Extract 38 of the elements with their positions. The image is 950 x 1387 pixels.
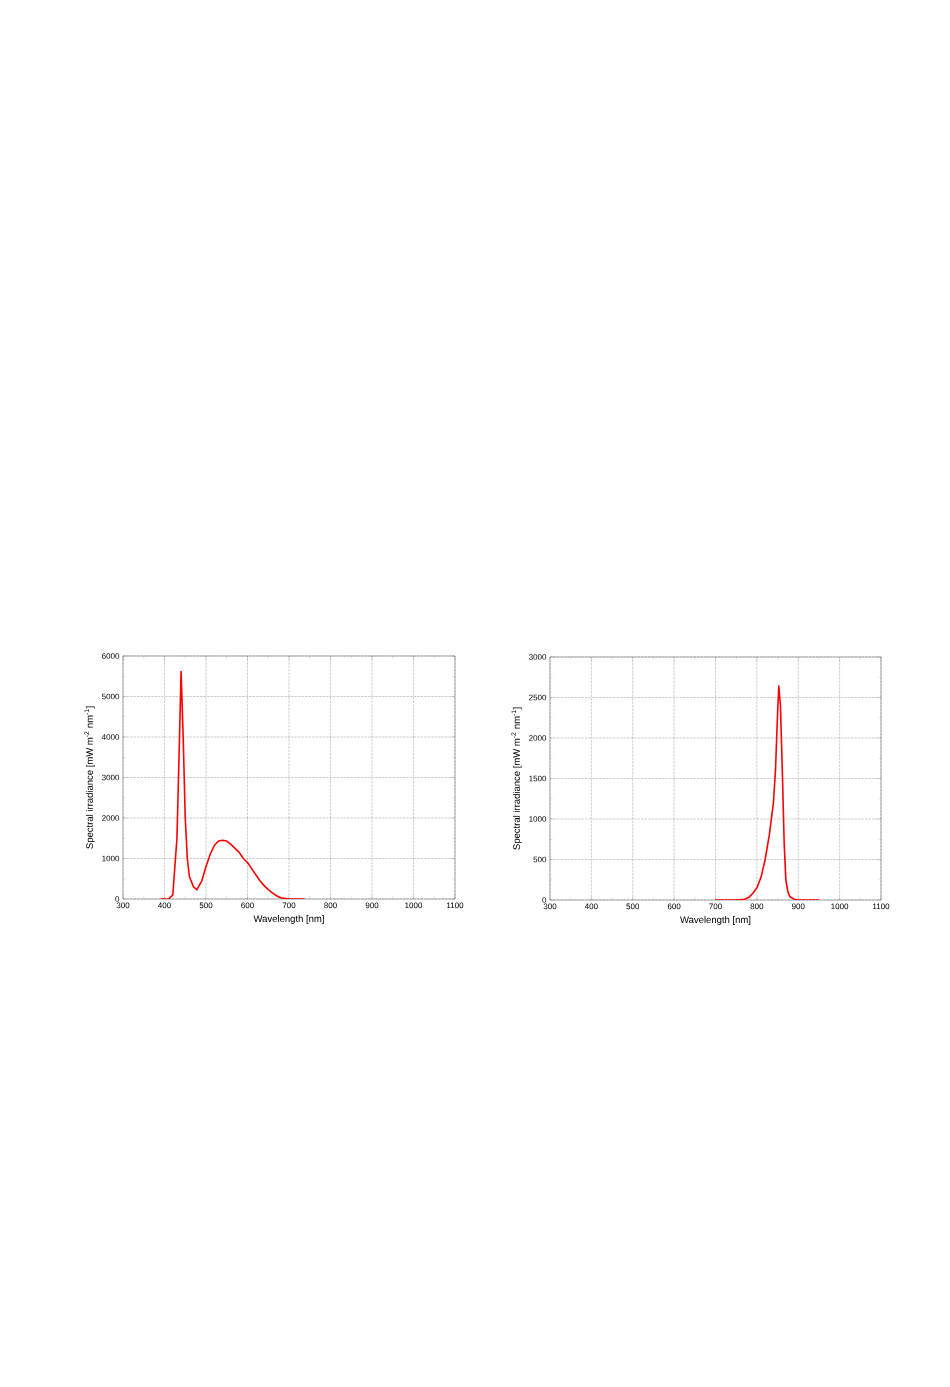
y-tick-label: 0 bbox=[115, 896, 120, 902]
y-tick-label: 4000 bbox=[101, 734, 120, 740]
y-tick-label: 3000 bbox=[528, 654, 547, 660]
x-tick-label: 400 bbox=[158, 902, 171, 909]
x-tick-label: 600 bbox=[241, 902, 254, 909]
x-tick-label: 1000 bbox=[405, 902, 423, 909]
y-tick-label: 5000 bbox=[101, 693, 120, 700]
x-tick-label: 700 bbox=[282, 902, 296, 909]
y-tick-label: 500 bbox=[533, 856, 547, 863]
y-tick-label: 2000 bbox=[529, 735, 547, 741]
y-tick-label: 0 bbox=[542, 897, 547, 903]
y-tick-label: 6000 bbox=[102, 653, 120, 659]
y-tick-label: 2500 bbox=[529, 694, 547, 701]
x-tick-label: 800 bbox=[324, 902, 337, 909]
x-tick-label: 1100 bbox=[873, 903, 890, 910]
line-series bbox=[159, 670, 306, 899]
x-tick-label: 800 bbox=[750, 903, 764, 910]
x-tick-label: 1100 bbox=[447, 902, 464, 909]
x-tick-label: 300 bbox=[116, 902, 130, 909]
x-tick-label: 600 bbox=[667, 903, 681, 910]
x-tick-label: 300 bbox=[543, 903, 557, 910]
y-axis-title: Spectral irradiance [mW m$^{-2}$ nm$^{-1}$] bbox=[511, 707, 522, 850]
x-tick-label: 500 bbox=[626, 903, 640, 910]
x-tick-label: 900 bbox=[791, 903, 805, 910]
y-tick-label: 1000 bbox=[529, 816, 547, 822]
y-tick-label: 3000 bbox=[101, 774, 120, 781]
x-axis-title: Wavelength [nm] bbox=[680, 916, 751, 925]
y-axis-title: Spectral irradiance [mW m$^{-2}$ nm$^{-1}$] bbox=[84, 706, 95, 849]
x-tick-label: 500 bbox=[199, 902, 213, 909]
x-axis-title: Wavelength [nm] bbox=[253, 915, 324, 924]
x-tick-label: 700 bbox=[709, 903, 722, 910]
y-tick-label: 2000 bbox=[102, 815, 120, 821]
y-tick-label: 1500 bbox=[529, 775, 547, 782]
y-tick-label: 1000 bbox=[102, 855, 120, 862]
line-series bbox=[714, 685, 820, 900]
x-tick-label: 400 bbox=[584, 903, 598, 910]
x-tick-label: 900 bbox=[365, 902, 379, 909]
x-tick-label: 1000 bbox=[831, 903, 849, 910]
